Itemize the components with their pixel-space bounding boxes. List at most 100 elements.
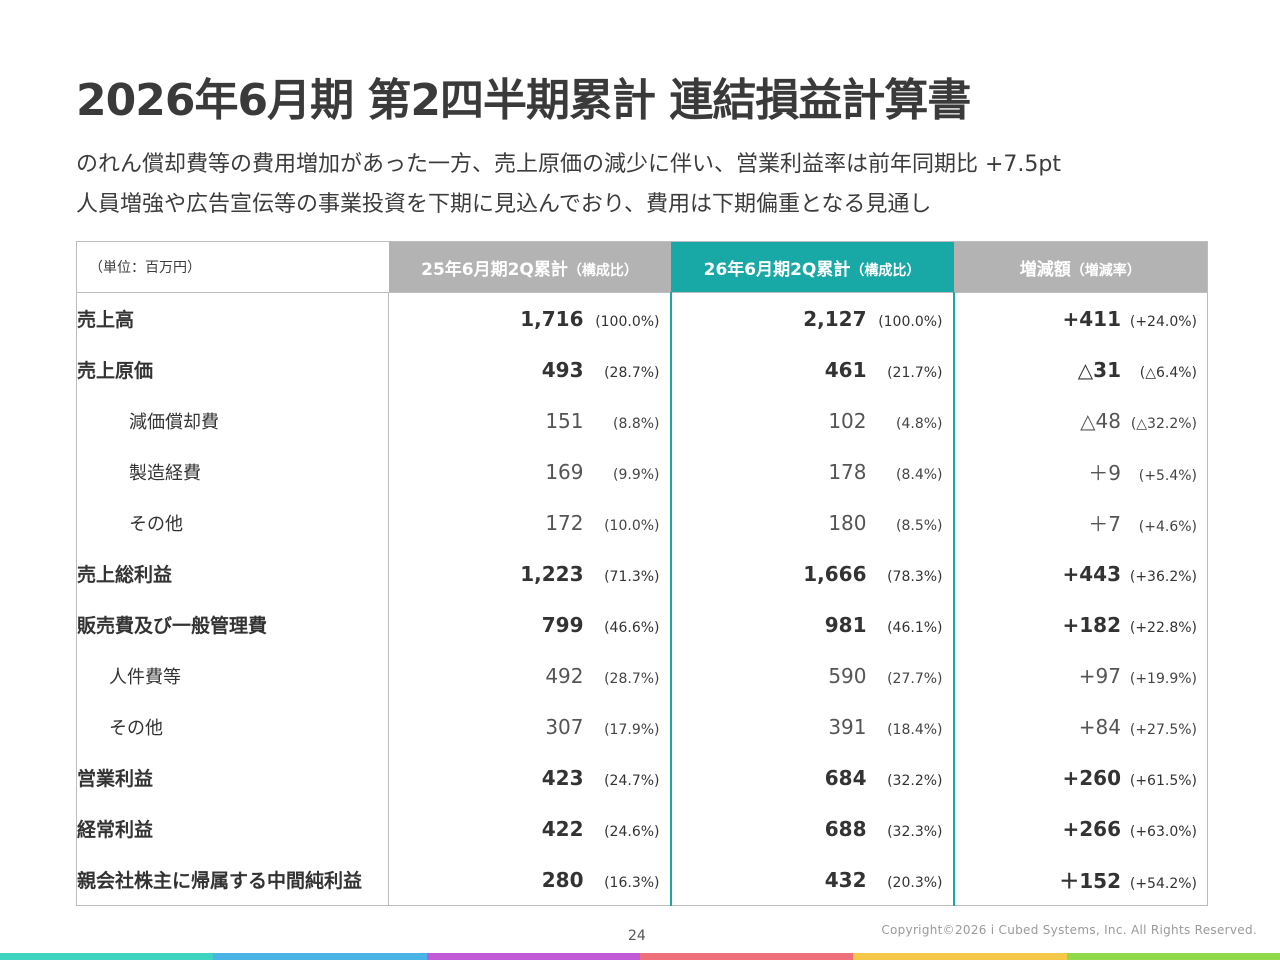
copyright-text: Copyright©2026 i Cubed Systems, Inc. All… [881,923,1257,937]
value-prev: 1,716 [520,306,584,331]
ratio-diff: (+19.9%) [1129,670,1197,687]
value-curr: 180 [828,510,867,535]
cell-curr: 391 (18.4%) [669,701,955,752]
value-curr: 1,666 [803,561,867,586]
value-prev: 172 [545,510,584,535]
ratio-prev: (28.7%) [604,670,660,687]
ratio-diff: (+61.5%) [1129,772,1197,789]
cell-diff: ＋152 (+54.2%) [953,854,1208,906]
table-row: 売上高 1,716 (100.0%) 2,127 (100.0%) +411 (+24.0%… [76,292,1208,344]
ratio-diff: (+54.2%) [1129,876,1197,892]
value-diff: △31 [1077,357,1121,382]
ratio-diff: (+36.2%) [1129,568,1197,585]
ratio-prev: (28.7%) [604,364,660,381]
cell-diff: △31 (△6.4%) [953,344,1208,395]
cell-diff: ＋7 (+4.6%) [953,497,1208,548]
ratio-diff: (+24.0%) [1129,313,1197,330]
value-prev: 307 [545,714,584,739]
value-diff: +411 [1062,306,1121,331]
value-diff: +97 [1078,663,1121,688]
ratio-curr: (8.4%) [896,466,943,483]
table-row: 減価償却費 151 (8.8%) 102 (4.8%) △48 (△32.2%) [76,395,1208,446]
header-prev-sub: （構成比） [567,262,638,279]
row-label: 営業利益 [76,752,389,803]
ratio-curr: (32.3%) [887,823,943,840]
ratio-prev: (16.3%) [604,874,660,891]
value-curr: 432 [824,867,867,892]
ratio-prev: (71.3%) [604,568,660,585]
table-row: その他 172 (10.0%) 180 (8.5%) ＋7 (+4.6%) [76,497,1208,548]
cell-curr: 180 (8.5%) [669,497,955,548]
value-diff: +260 [1062,765,1121,790]
row-label: 販売費及び一般管理費 [76,599,389,650]
table-row: 売上総利益 1,223 (71.3%) 1,666 (78.3%) +443 (+36.2%… [76,548,1208,599]
ratio-diff: (+5.4%) [1138,468,1197,484]
value-curr: 461 [824,357,867,382]
header-diff-sub: （増減率） [1070,262,1141,279]
income-statement-table: （単位：百万円） 25年6月期2Q累計（構成比） 26年6月期2Q累計（構成比）… [76,241,1208,906]
header-curr-main: 26年6月期2Q累計 [703,259,851,280]
color-bar-segment [1066,953,1280,960]
cell-prev: 151 (8.8%) [388,395,671,446]
ratio-curr: (21.7%) [887,364,943,381]
cell-diff: ＋9 (+5.4%) [953,446,1208,497]
cell-prev: 422 (24.6%) [388,803,671,854]
table-row: 経常利益 422 (24.6%) 688 (32.3%) +266 (+63.0%) [76,803,1208,854]
ratio-curr: (18.4%) [887,721,943,738]
ratio-curr: (100.0%) [878,313,943,330]
value-diff: +182 [1062,612,1121,637]
ratio-curr: (78.3%) [887,568,943,585]
ratio-curr: (46.1%) [887,619,943,636]
ratio-prev: (10.0%) [604,517,660,534]
color-bar-segment [639,953,854,960]
row-label: 経常利益 [76,803,389,854]
ratio-curr: (4.8%) [896,415,943,432]
cell-prev: 492 (28.7%) [388,650,671,701]
table-row: 営業利益 423 (24.7%) 684 (32.2%) +260 (+61.5%) [76,752,1208,803]
table-row: 製造経費 169 (9.9%) 178 (8.4%) ＋9 (+5.4%) [76,446,1208,497]
value-prev: 799 [541,612,584,637]
row-label: 親会社株主に帰属する中間純利益 [76,854,389,906]
value-curr: 102 [828,408,867,433]
ratio-diff: (+22.8%) [1129,619,1197,636]
value-curr: 391 [828,714,867,739]
value-prev: 169 [545,459,584,484]
cell-diff: △48 (△32.2%) [953,395,1208,446]
value-curr: 684 [824,765,867,790]
ratio-prev: (9.9%) [613,466,660,483]
ratio-prev: (100.0%) [595,313,660,330]
ratio-prev: (8.8%) [613,415,660,432]
page-number: 24 [628,928,646,944]
row-label: その他 [76,497,389,548]
value-diff: △48 [1080,408,1121,433]
table-row: 売上原価 493 (28.7%) 461 (21.7%) △31 (△6.4%) [76,344,1208,395]
row-label: 製造経費 [76,446,389,497]
row-label: 売上総利益 [76,548,389,599]
cell-prev: 1,716 (100.0%) [388,292,671,344]
value-diff: ＋7 [1088,512,1121,536]
subtitle-line-2: 人員増強や広告宣伝等の事業投資を下期に見込んでおり、費用は下期偏重となる見通し [76,192,932,217]
value-diff: ＋9 [1088,461,1121,485]
cell-curr: 1,666 (78.3%) [669,548,955,599]
cell-diff: +97 (+19.9%) [953,650,1208,701]
ratio-curr: (27.7%) [887,670,943,687]
value-prev: 280 [541,867,584,892]
ratio-curr: (8.5%) [896,517,943,534]
unit-label: （単位：百万円） [76,241,389,293]
cell-prev: 280 (16.3%) [388,854,671,906]
cell-curr: 590 (27.7%) [669,650,955,701]
color-bar-segment [853,953,1067,960]
header-curr-period: 26年6月期2Q累計（構成比） [670,241,954,293]
cell-curr: 688 (32.3%) [669,803,955,854]
bottom-color-bar [0,953,1280,960]
row-label: その他 [76,701,389,752]
header-diff-main: 増減額 [1019,259,1071,280]
ratio-diff: (+63.0%) [1129,823,1197,840]
cell-diff: +411 (+24.0%) [953,292,1208,344]
value-prev: 493 [541,357,584,382]
cell-prev: 172 (10.0%) [388,497,671,548]
cell-prev: 307 (17.9%) [388,701,671,752]
value-curr: 981 [824,612,867,637]
cell-diff: +260 (+61.5%) [953,752,1208,803]
ratio-prev: (17.9%) [604,721,660,738]
